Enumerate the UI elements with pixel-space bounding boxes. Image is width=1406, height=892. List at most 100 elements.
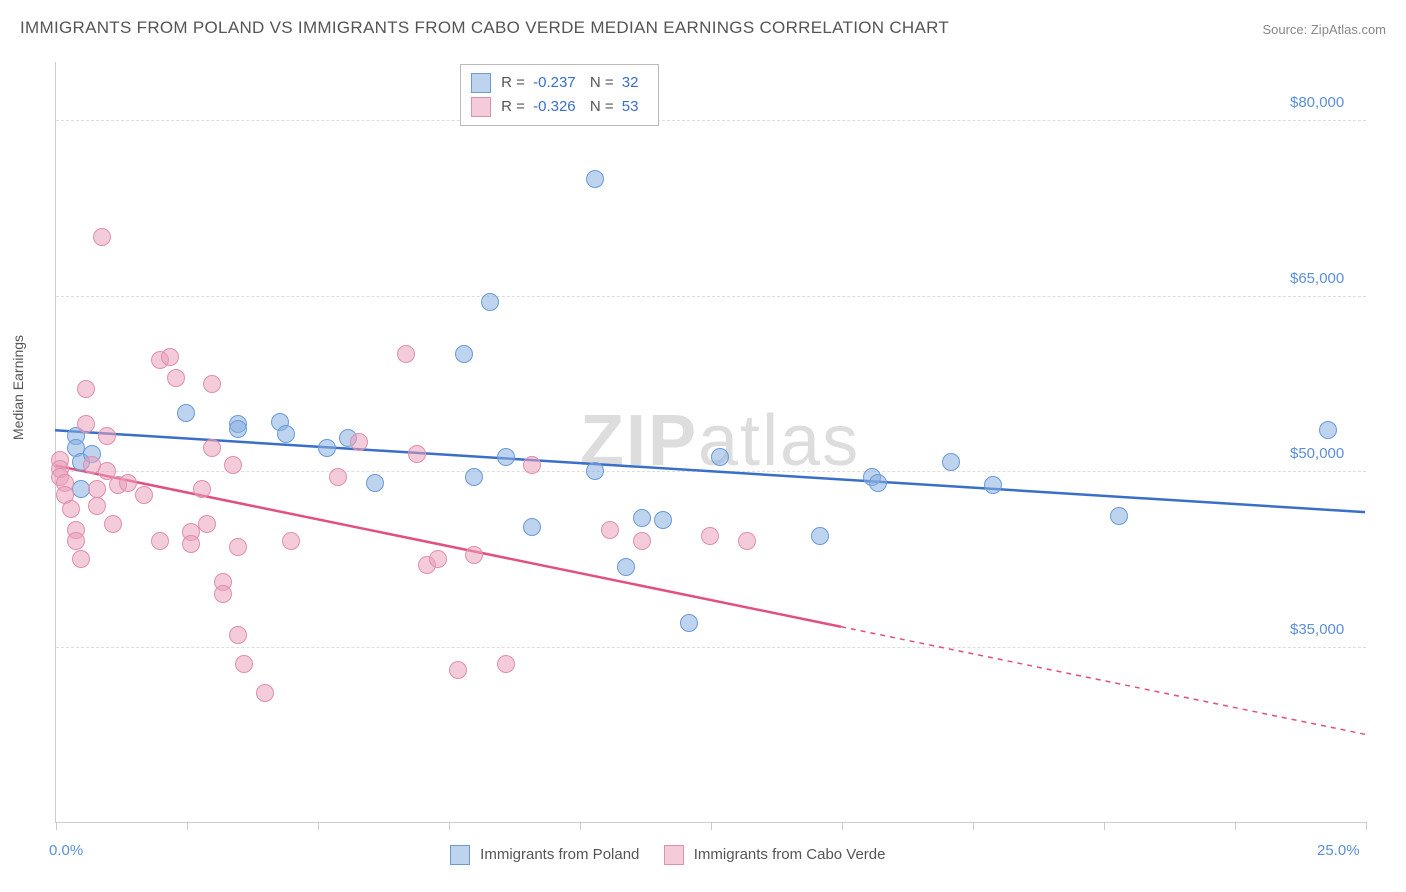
x-tick (711, 822, 712, 830)
scatter-point (586, 170, 604, 188)
scatter-point (617, 558, 635, 576)
scatter-point (455, 345, 473, 363)
x-tick (973, 822, 974, 830)
scatter-point (984, 476, 1002, 494)
scatter-point (161, 348, 179, 366)
x-tick (449, 822, 450, 830)
scatter-point (465, 546, 483, 564)
scatter-point (104, 515, 122, 533)
scatter-point (229, 538, 247, 556)
scatter-point (654, 511, 672, 529)
scatter-point (256, 684, 274, 702)
legend-row-1: R = -0.237 N = 32 (471, 71, 648, 95)
scatter-point (701, 527, 719, 545)
y-tick-label: $35,000 (1290, 621, 1344, 638)
legend-swatch-pink (471, 97, 491, 117)
plot-area (55, 62, 1366, 823)
gridline-h (56, 647, 1366, 648)
scatter-point (77, 380, 95, 398)
scatter-point (497, 655, 515, 673)
scatter-point (429, 550, 447, 568)
scatter-point (738, 532, 756, 550)
scatter-point (193, 480, 211, 498)
x-tick (187, 822, 188, 830)
scatter-point (711, 448, 729, 466)
scatter-point (586, 462, 604, 480)
scatter-point (151, 532, 169, 550)
scatter-point (811, 527, 829, 545)
legend-n-label: N = (590, 98, 614, 115)
scatter-point (88, 497, 106, 515)
x-tick-label: 0.0% (49, 842, 83, 859)
scatter-point (523, 518, 541, 536)
scatter-point (198, 515, 216, 533)
y-tick-label: $65,000 (1290, 270, 1344, 287)
scatter-point (465, 468, 483, 486)
scatter-point (497, 448, 515, 466)
x-tick (1104, 822, 1105, 830)
scatter-point (93, 228, 111, 246)
x-tick (580, 822, 581, 830)
legend-n-value-1: 32 (622, 74, 639, 91)
scatter-point (72, 550, 90, 568)
legend-n-value-2: 53 (622, 98, 639, 115)
legend-swatch-blue (450, 845, 470, 865)
legend-series: Immigrants from Poland Immigrants from C… (430, 845, 886, 865)
scatter-point (277, 425, 295, 443)
scatter-point (167, 369, 185, 387)
scatter-point (350, 433, 368, 451)
legend-row-2: R = -0.326 N = 53 (471, 95, 648, 119)
scatter-point (203, 375, 221, 393)
scatter-point (98, 427, 116, 445)
legend-series-1-label: Immigrants from Poland (480, 846, 639, 863)
y-axis-title: Median Earnings (10, 335, 26, 440)
scatter-point (135, 486, 153, 504)
scatter-point (601, 521, 619, 539)
scatter-point (1319, 421, 1337, 439)
scatter-point (397, 345, 415, 363)
x-tick (1235, 822, 1236, 830)
scatter-point (67, 532, 85, 550)
scatter-point (408, 445, 426, 463)
gridline-h (56, 120, 1366, 121)
scatter-point (523, 456, 541, 474)
legend-swatch-blue (471, 73, 491, 93)
scatter-point (318, 439, 336, 457)
scatter-point (88, 480, 106, 498)
y-tick-label: $50,000 (1290, 445, 1344, 462)
scatter-point (62, 500, 80, 518)
x-tick (842, 822, 843, 830)
scatter-point (177, 404, 195, 422)
gridline-h (56, 296, 1366, 297)
scatter-point (214, 585, 232, 603)
scatter-point (942, 453, 960, 471)
scatter-point (633, 532, 651, 550)
x-tick-label: 25.0% (1317, 842, 1360, 859)
legend-swatch-pink (664, 845, 684, 865)
scatter-point (182, 535, 200, 553)
legend-r-value-1: -0.237 (533, 74, 576, 91)
scatter-point (366, 474, 384, 492)
scatter-point (229, 420, 247, 438)
scatter-point (119, 474, 137, 492)
x-tick (56, 822, 57, 830)
scatter-point (869, 474, 887, 492)
scatter-point (282, 532, 300, 550)
legend-r-value-2: -0.326 (533, 98, 576, 115)
legend-r-label: R = (501, 74, 525, 91)
x-tick (1366, 822, 1367, 830)
scatter-point (203, 439, 221, 457)
scatter-point (235, 655, 253, 673)
scatter-point (1110, 507, 1128, 525)
legend-correlation: R = -0.237 N = 32 R = -0.326 N = 53 (460, 64, 659, 126)
scatter-point (329, 468, 347, 486)
scatter-point (481, 293, 499, 311)
scatter-point (449, 661, 467, 679)
scatter-point (77, 415, 95, 433)
scatter-point (680, 614, 698, 632)
scatter-point (633, 509, 651, 527)
x-tick (318, 822, 319, 830)
gridline-h (56, 471, 1366, 472)
legend-series-2-label: Immigrants from Cabo Verde (694, 846, 886, 863)
legend-n-label: N = (590, 74, 614, 91)
